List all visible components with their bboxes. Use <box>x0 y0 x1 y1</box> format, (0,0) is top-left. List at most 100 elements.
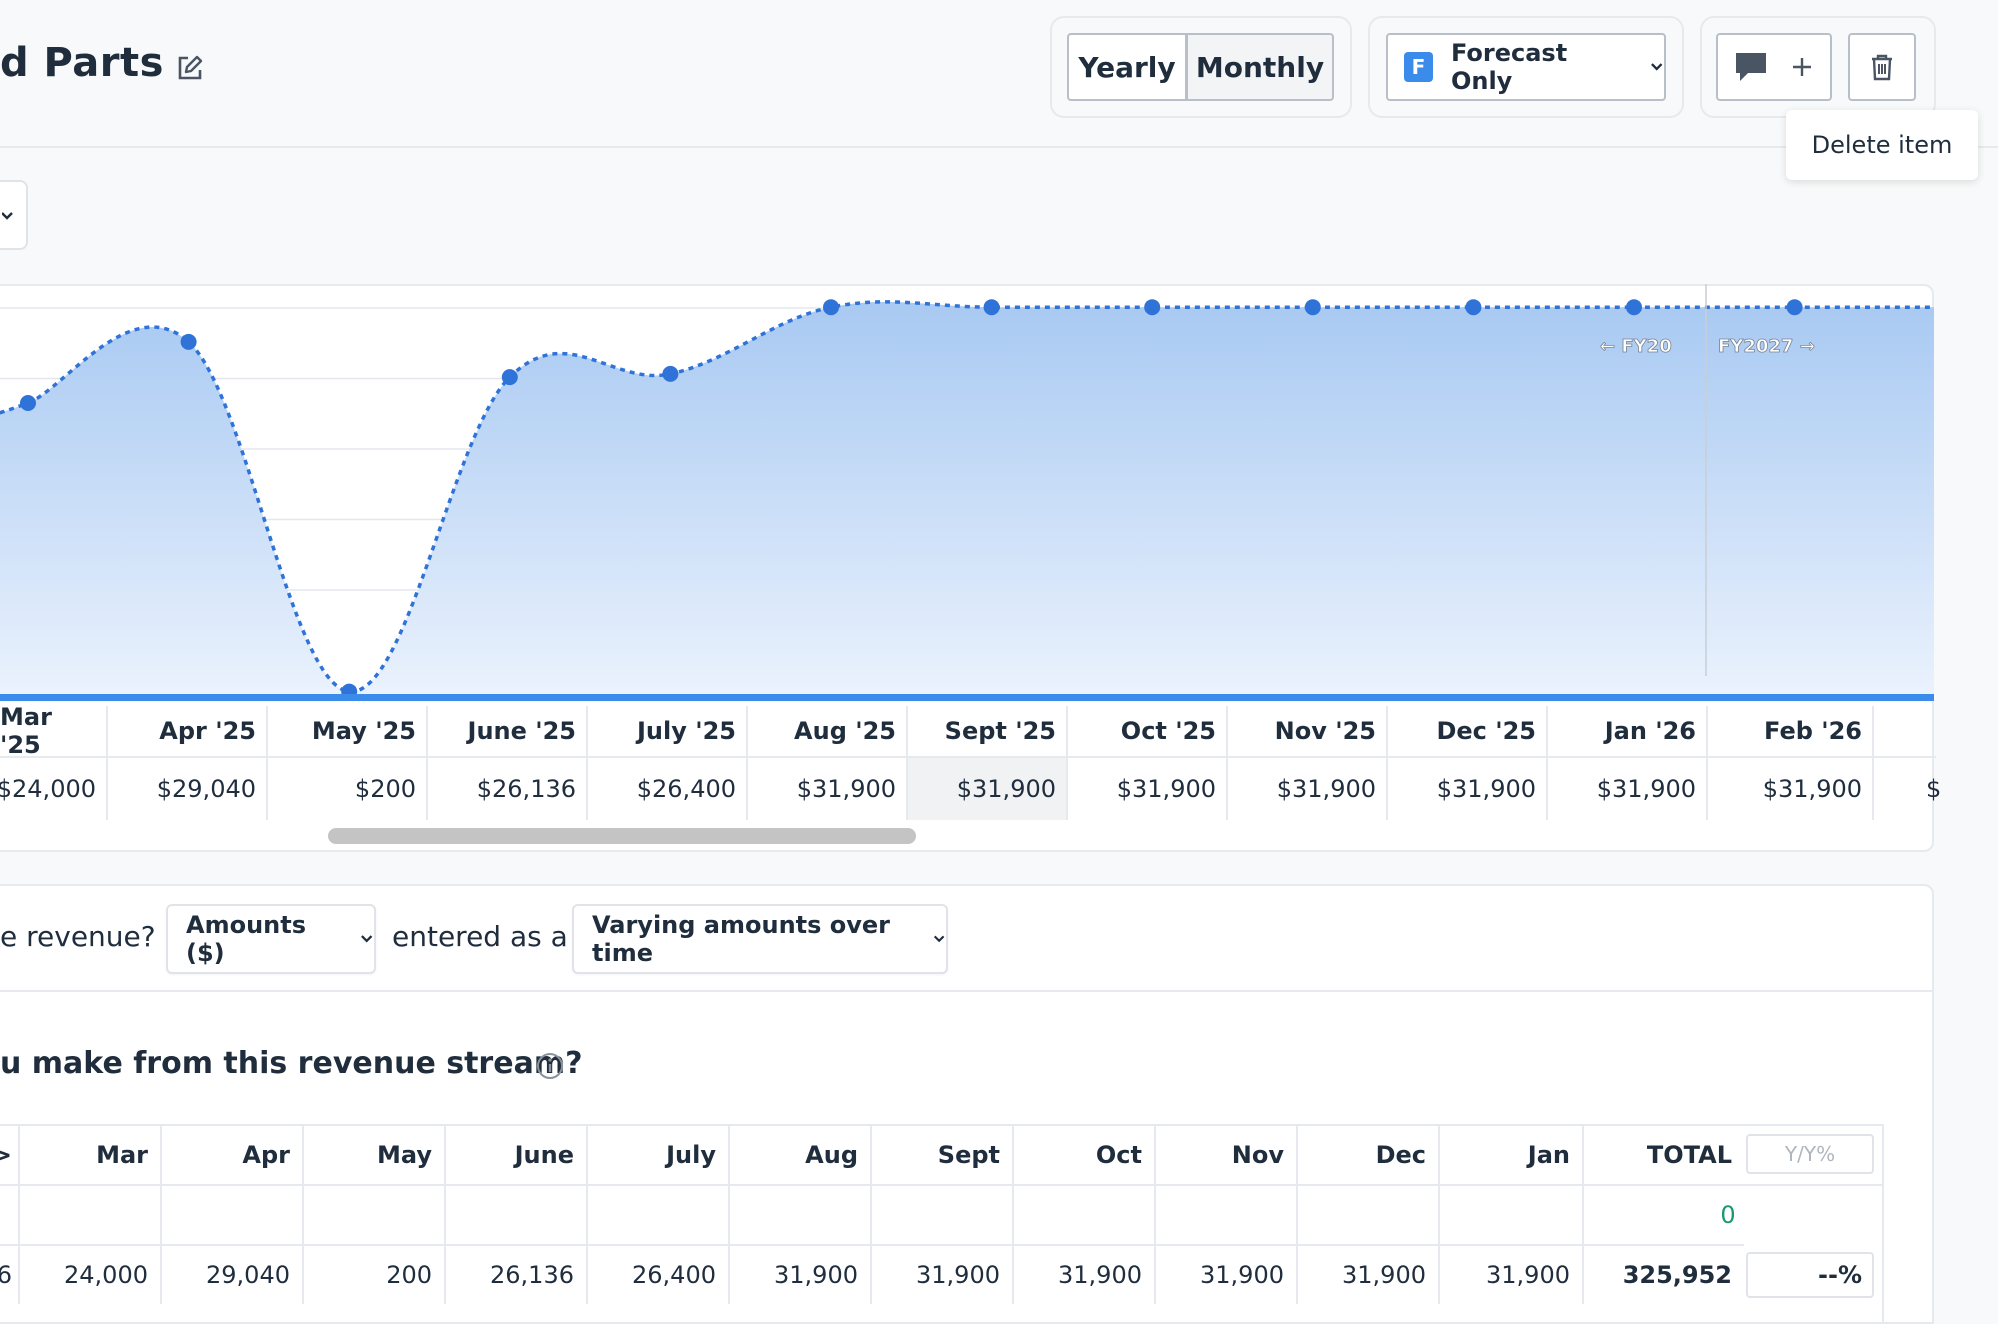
table-header-cell: Sept <box>872 1126 1014 1184</box>
row2-yoy-field[interactable]: --% <box>1746 1252 1874 1298</box>
comment-icon <box>1736 53 1766 81</box>
table-cell[interactable]: 26,136 <box>446 1244 588 1304</box>
table-header-cell: Aug <box>730 1126 872 1184</box>
table-header-total: TOTAL <box>1646 1141 1732 1169</box>
month-header-cell: Aug '25 <box>748 706 908 756</box>
table-cell[interactable] <box>1440 1184 1584 1244</box>
month-header-cell: June '25 <box>428 706 588 756</box>
monthly-toggle[interactable]: Monthly <box>1186 33 1334 101</box>
revenue-chart: ← FY20 FY2027 → <box>0 284 1934 701</box>
chart-point[interactable] <box>662 365 679 382</box>
month-value-cell[interactable]: $31,900 <box>1228 756 1388 820</box>
yoy-toggle[interactable]: Y/Y% <box>1746 1134 1874 1174</box>
month-header-cell: Nov '25 <box>1228 706 1388 756</box>
table-cell[interactable] <box>872 1184 1014 1244</box>
chart-series-line <box>0 300 1934 694</box>
month-value-cell[interactable]: $26,136 <box>428 756 588 820</box>
chart-point[interactable] <box>501 369 518 386</box>
edit-icon[interactable] <box>176 54 204 82</box>
table-header-cell: July <box>588 1126 730 1184</box>
month-value-cell[interactable]: $26,400 <box>588 756 748 820</box>
table-cell[interactable]: 26,400 <box>588 1244 730 1304</box>
chevron-down-icon <box>2 212 13 220</box>
table-cell[interactable] <box>588 1184 730 1244</box>
trash-icon <box>1872 54 1892 81</box>
revenue-table <box>0 1124 1884 1324</box>
table-cell[interactable] <box>1014 1184 1156 1244</box>
entry-mode-value: Varying amounts over time <box>592 911 891 967</box>
amount-type-select[interactable]: Amounts ($) <box>166 904 376 974</box>
table-cell[interactable] <box>304 1184 446 1244</box>
month-value-cell[interactable]: $31,900 <box>1548 756 1708 820</box>
chart-point[interactable] <box>1786 299 1803 316</box>
chart-point[interactable] <box>1304 299 1321 316</box>
table-cell[interactable]: 31,900 <box>1298 1244 1440 1304</box>
table-header-cell: June <box>446 1126 588 1184</box>
table-cell[interactable]: 24,000 <box>20 1244 162 1304</box>
month-value-cell[interactable]: $31,900 <box>1068 756 1228 820</box>
fiscal-left-label: ← FY20 <box>1600 336 1672 357</box>
delete-tooltip: Delete item <box>1786 110 1978 180</box>
horizontal-scrollbar[interactable] <box>328 828 916 844</box>
info-icon[interactable] <box>536 1052 564 1080</box>
scenario-dropdown[interactable]: F Forecast Only <box>1386 33 1666 101</box>
header-divider <box>0 146 1998 148</box>
month-value-cell[interactable]: $200 <box>268 756 428 820</box>
table-cell[interactable]: 31,900 <box>730 1244 872 1304</box>
month-header-cell: Jan '26 <box>1548 706 1708 756</box>
table-cell[interactable] <box>730 1184 872 1244</box>
yearly-toggle[interactable]: Yearly <box>1067 33 1187 101</box>
table-header-cell: May <box>304 1126 446 1184</box>
month-value-cell[interactable]: $24,000 <box>0 756 108 820</box>
month-value-cell[interactable]: $31,900 <box>748 756 908 820</box>
month-header-cell: Sept '25 <box>908 706 1068 756</box>
chart-baseline <box>0 694 1934 701</box>
month-header-cell: Dec '25 <box>1388 706 1548 756</box>
row2-total: 325,952 <box>1584 1244 1744 1304</box>
table-cell[interactable]: 31,900 <box>1440 1244 1584 1304</box>
entry-mode-select[interactable]: Varying amounts over time <box>572 904 948 974</box>
chart-point[interactable] <box>983 299 1000 316</box>
section-question: u make from this revenue stream? <box>0 1046 583 1081</box>
month-header-cell: Apr '25 <box>108 706 268 756</box>
table-cell[interactable] <box>20 1184 162 1244</box>
table-cell[interactable]: 31,900 <box>1156 1244 1298 1304</box>
delete-button[interactable] <box>1848 33 1916 101</box>
settings-divider <box>0 990 1932 992</box>
chart-point[interactable] <box>1626 299 1642 316</box>
table-header-partial: > <box>0 1126 20 1184</box>
table-header-cell: Apr <box>162 1126 304 1184</box>
month-value-cell[interactable]: $29,040 <box>108 756 268 820</box>
chart-point[interactable] <box>20 395 36 411</box>
row1-total: 0 <box>1584 1184 1884 1244</box>
table-cell[interactable] <box>446 1184 588 1244</box>
chart-point[interactable] <box>1465 299 1482 316</box>
table-cell[interactable]: 200 <box>304 1244 446 1304</box>
table-header-cell: Jan <box>1440 1126 1584 1184</box>
month-value-cell[interactable]: $31,900 <box>1708 756 1874 820</box>
table-cell[interactable]: 31,900 <box>1014 1244 1156 1304</box>
month-value-cell[interactable]: $31,900 <box>908 756 1068 820</box>
chevron-down-icon <box>360 935 372 943</box>
table-cell[interactable] <box>162 1184 304 1244</box>
chart-options-dropdown[interactable] <box>0 180 28 250</box>
month-header-cell: Feb '26 <box>1708 706 1874 756</box>
table-header-cell: Dec <box>1298 1126 1440 1184</box>
add-comment-button[interactable] <box>1716 33 1832 101</box>
table-header-cell: Mar <box>20 1126 162 1184</box>
page-title: d Parts <box>0 40 164 86</box>
chart-point[interactable] <box>823 299 839 316</box>
month-value-cell[interactable]: $31,900 <box>1388 756 1548 820</box>
table-cell[interactable]: 29,040 <box>162 1244 304 1304</box>
chart-point[interactable] <box>180 333 197 350</box>
plus-icon <box>1793 58 1811 76</box>
table-cell[interactable]: 31,900 <box>872 1244 1014 1304</box>
table-cell[interactable] <box>1156 1184 1298 1244</box>
month-header-cell: Mar '25 <box>0 703 108 759</box>
table-header-cell: Oct <box>1014 1126 1156 1184</box>
forecast-badge-icon: F <box>1404 52 1433 82</box>
chevron-down-icon <box>1650 63 1662 71</box>
chart-point[interactable] <box>1144 299 1161 316</box>
chevron-down-icon <box>933 935 945 943</box>
table-cell[interactable] <box>1298 1184 1440 1244</box>
